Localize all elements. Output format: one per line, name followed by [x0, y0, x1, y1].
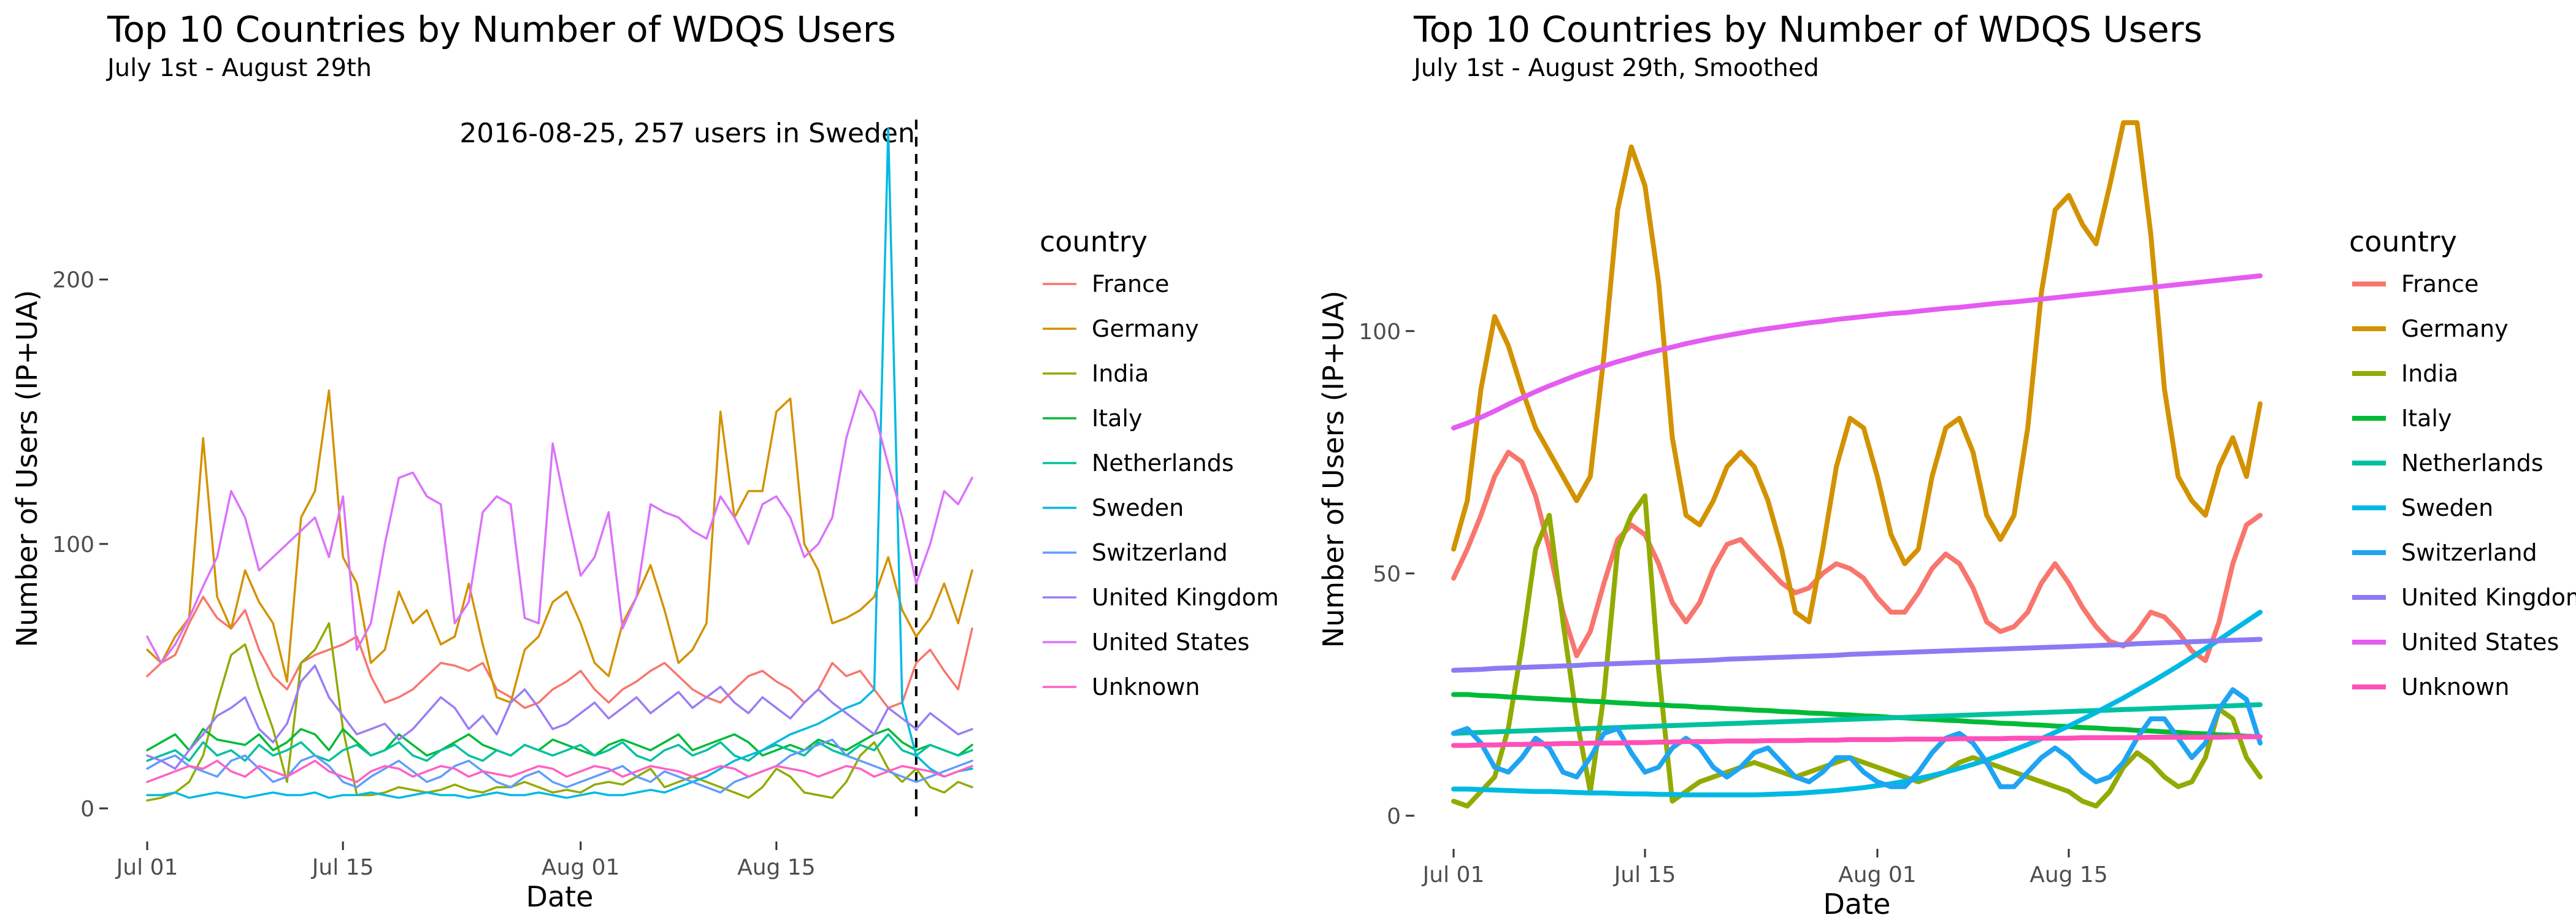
y-tick-label: 0: [1387, 804, 1401, 829]
series-line-united-states: [146, 389, 973, 664]
series-line-united-kingdom: [146, 664, 973, 770]
legend-title: country: [2349, 225, 2457, 258]
legend-label: Netherlands: [2401, 450, 2543, 477]
y-tick-label: 100: [52, 532, 94, 558]
series-line-india: [146, 622, 973, 802]
series-line-united-kingdom: [1451, 637, 2263, 673]
line-chart-raw: 0 100 200 Jul 01 Jul 15 Aug 01 Aug 15 Date Numbe…: [10, 118, 1279, 913]
series-line-italy: [1451, 692, 2263, 740]
legend-label: India: [2401, 360, 2458, 387]
y-tick-label: 100: [1359, 320, 1401, 345]
legend-label: Netherlands: [1092, 450, 1234, 477]
x-axis-title: Date: [526, 880, 594, 913]
series-line-italy: [146, 727, 973, 757]
y-tick-label: 0: [80, 797, 94, 822]
y-axis-title: Number of Users (IP+UA): [10, 290, 44, 648]
x-tick-label: Jul 15: [1613, 862, 1676, 887]
series-line-united-states: [1451, 273, 2263, 431]
legend-label: Switzerland: [1092, 539, 1228, 566]
x-tick-label: Jul 01: [115, 855, 178, 880]
x-tick-label: Aug 01: [1838, 862, 1917, 887]
x-tick-label: Aug 15: [2030, 862, 2108, 887]
chart-subtitle: July 1st - August 29th: [107, 54, 372, 82]
series-line-switzerland: [1451, 687, 2263, 789]
legend-label: France: [2401, 270, 2478, 297]
series-line-unknown: [146, 759, 973, 783]
legend-label: United States: [2401, 629, 2559, 656]
legend-label: Italy: [2401, 405, 2451, 432]
legend-label: United States: [1092, 629, 1249, 656]
legend-label: United Kingdom: [1092, 584, 1279, 611]
x-tick-label: Aug 01: [542, 855, 620, 880]
chart-title: Top 10 Countries by Number of WDQS Users: [1414, 9, 2202, 50]
chart-subtitle: July 1st - August 29th, Smoothed: [1414, 54, 1819, 82]
legend-label: Unknown: [1092, 673, 1200, 700]
chart-panel-raw: Top 10 Countries by Number of WDQS Users…: [10, 9, 1279, 913]
annotation-label: 2016-08-25, 257 users in Sweden: [459, 118, 915, 149]
series-line-india: [1451, 493, 2263, 809]
series-line-france: [146, 596, 973, 709]
line-chart-smoothed: 0 50 100 Jul 01 Jul 15 Aug 01 Aug 15 Date Number…: [1317, 120, 2576, 920]
legend-label: France: [1092, 270, 1169, 297]
x-tick-label: Aug 15: [737, 855, 816, 880]
legend-label: Unknown: [2401, 673, 2509, 700]
chart-title: Top 10 Countries by Number of WDQS Users: [107, 9, 896, 50]
legend-label: India: [1092, 360, 1149, 387]
series-line-switzerland: [146, 738, 973, 794]
series-line-sweden: [1451, 610, 2263, 797]
y-tick-label: 50: [1373, 562, 1401, 587]
series-line-germany: [146, 389, 973, 704]
legend-label: Germany: [2401, 315, 2509, 342]
legend-label: Switzerland: [2401, 539, 2537, 566]
chart-panel-smoothed: Top 10 Countries by Number of WDQS Users…: [1288, 0, 2576, 920]
legend-title: country: [1040, 225, 1148, 258]
legend-label: Italy: [1092, 405, 1142, 432]
y-axis-title: Number of Users (IP+UA): [1317, 291, 1350, 648]
x-axis-title: Date: [1823, 887, 1891, 920]
series-line-germany: [1451, 120, 2263, 624]
legend-label: Sweden: [1092, 494, 1184, 521]
series-line-netherlands: [1451, 702, 2263, 736]
series-line-netherlands: [146, 733, 973, 762]
x-tick-label: Jul 01: [1422, 862, 1485, 887]
series-line-france: [1451, 450, 2263, 664]
legend-label: Germany: [1092, 315, 1199, 342]
series-line-sweden: [146, 128, 973, 799]
legend-label: United Kingdom: [2401, 584, 2576, 611]
x-tick-label: Jul 15: [311, 855, 374, 880]
legend-label: Sweden: [2401, 494, 2493, 521]
series-line-unknown: [1451, 734, 2263, 748]
y-tick-label: 200: [52, 268, 94, 293]
